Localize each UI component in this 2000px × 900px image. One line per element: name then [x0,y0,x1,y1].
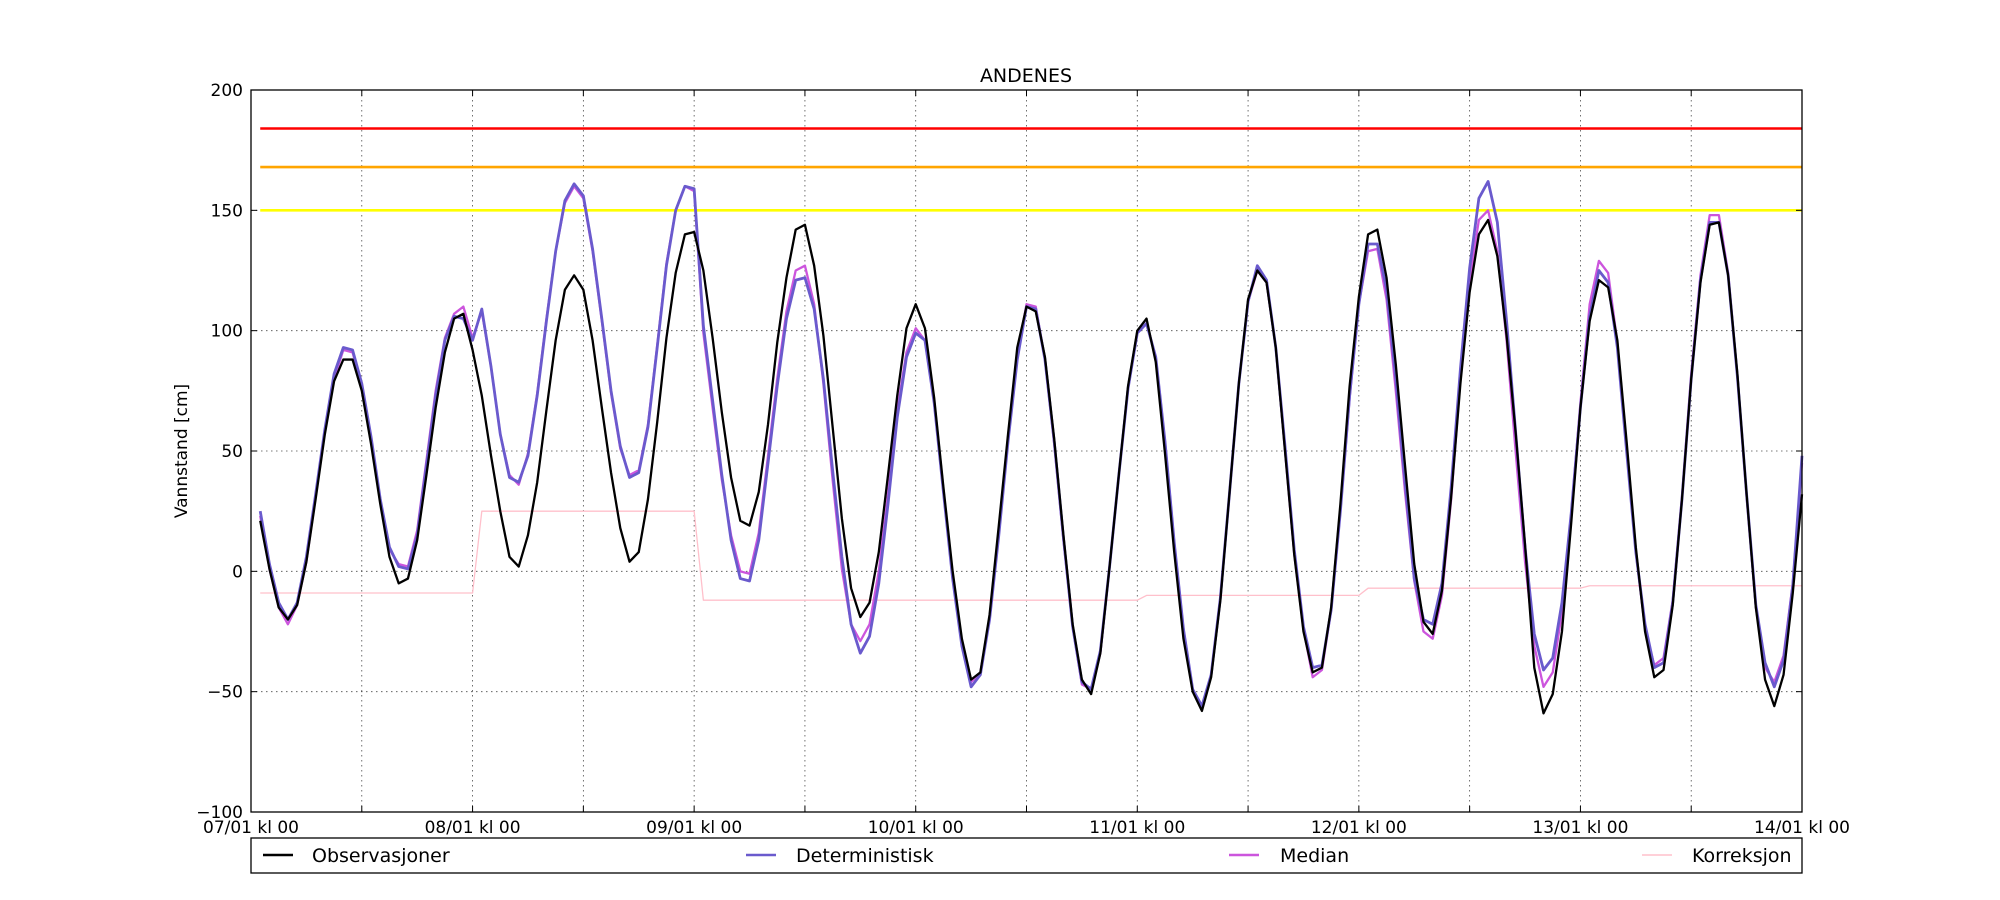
chart-title: ANDENES [980,65,1072,87]
y-axis-label: Vannstand [cm] [172,384,192,518]
legend-item-median: Median [1229,845,1349,867]
series-line-median [259,185,1804,710]
y-tick-label: 50 [221,442,243,462]
legend: Observasjoner Deterministisk Median Korr… [250,837,1803,874]
legend-item-observasjoner: Observasjoner [263,845,450,867]
legend-label-observasjoner: Observasjoner [312,845,450,867]
series-line-observasjoner [259,218,1804,715]
y-tick-label: 100 [211,322,243,342]
legend-item-korreksjon: Korreksjon [1642,845,1792,867]
x-tick-label: 13/01 kl 00 [1532,818,1628,838]
x-tick-label: 08/01 kl 00 [425,818,521,838]
series-lines [258,180,1804,715]
x-tick-label: 09/01 kl 00 [646,818,742,838]
reference-lines [260,127,1802,212]
legend-label-median: Median [1280,845,1349,867]
x-tick-label: 11/01 kl 00 [1089,818,1185,838]
y-tick-label: −50 [207,683,243,703]
legend-item-deterministisk: Deterministisk [746,845,934,867]
series-line-korreksjon [260,510,1802,601]
y-tick-label: 200 [211,81,243,101]
y-tick-label: 150 [211,201,243,221]
x-tick-label: 07/01 kl 00 [203,818,299,838]
x-tick-label: 12/01 kl 00 [1311,818,1407,838]
y-tick-label: −100 [196,803,243,823]
legend-label-deterministisk: Deterministisk [796,845,934,867]
x-tick-label: 10/01 kl 00 [868,818,964,838]
legend-label-korreksjon: Korreksjon [1692,845,1792,867]
legend-frame [250,837,1803,874]
x-tick-label: 14/01 kl 00 [1754,818,1850,838]
y-tick-label: 0 [232,562,243,582]
